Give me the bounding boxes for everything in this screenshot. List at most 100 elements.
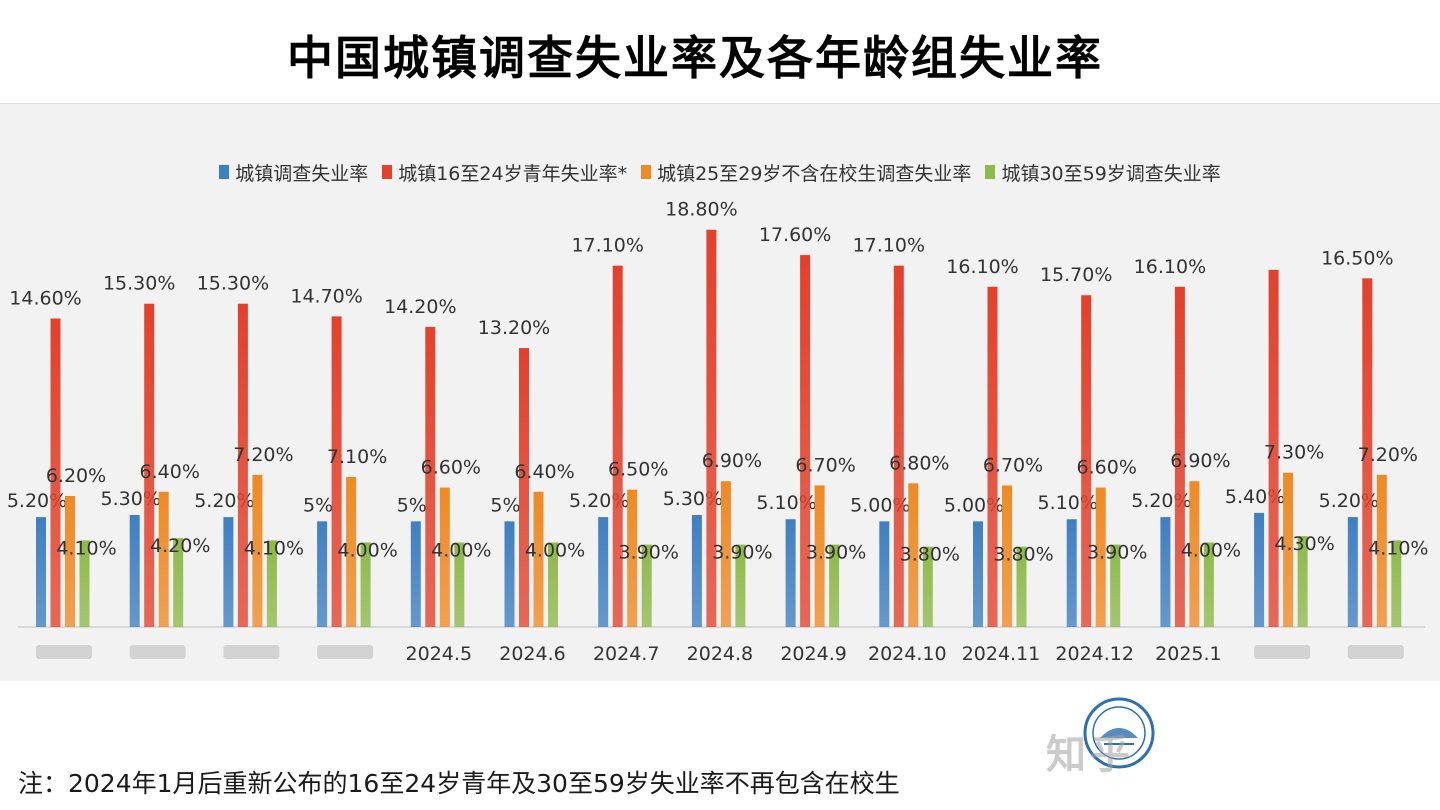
bar-s1-c0 (50, 318, 61, 627)
bar-s3-c7 (735, 544, 746, 627)
data-label-s0-c3: 5% (303, 494, 333, 516)
legend-swatch-2 (641, 165, 652, 179)
data-label-s2-c2: 7.20% (233, 444, 293, 466)
legend-item-1: 城镇16至24岁青年失业率* (382, 158, 627, 186)
data-label-s1-c11: 15.70% (1040, 264, 1112, 286)
x-tick-label-8: 2024.9 (780, 643, 846, 665)
data-label-s3-c14: 4.10% (1368, 537, 1428, 559)
data-label-s1-c5: 13.20% (478, 317, 550, 339)
data-label-s1-c0: 14.60% (9, 287, 81, 309)
bar-s3-c12 (1203, 542, 1214, 627)
bar-s2-c7 (720, 481, 731, 627)
data-label-s1-c3: 14.70% (290, 285, 362, 307)
x-tick-label-blurred-1 (129, 645, 186, 659)
bar-s1-c6 (612, 265, 623, 627)
bar-s0-c10 (973, 521, 983, 627)
data-label-s3-c10: 3.80% (993, 544, 1053, 566)
bar-s2-c5 (533, 491, 544, 627)
bar-s0-c4 (410, 521, 421, 627)
data-label-s2-c13: 7.30% (1264, 442, 1324, 464)
legend-swatch-3 (985, 165, 996, 179)
data-label-s1-c14: 16.50% (1321, 247, 1393, 269)
data-label-s3-c0: 4.10% (56, 537, 116, 559)
bar-s0-c6 (598, 517, 609, 627)
watermark: 知乎 (1046, 732, 1134, 778)
bar-s3-c9 (922, 546, 933, 627)
bar-s0-c2 (223, 517, 234, 627)
data-label-s2-c11: 6.60% (1077, 457, 1137, 479)
bar-s2-c11 (1095, 487, 1106, 627)
legend-item-0: 城镇调查失业率 (219, 158, 368, 186)
bar-s1-c9 (893, 265, 904, 627)
legend-label-0: 城镇调查失业率 (235, 162, 369, 185)
bar-s0-c0 (36, 517, 46, 627)
bar-s2-c14 (1376, 474, 1387, 627)
data-label-s2-c0: 6.20% (46, 465, 106, 487)
bar-s0-c9 (879, 521, 890, 627)
bar-s3-c13 (1297, 536, 1308, 627)
data-label-s2-c14: 7.20% (1358, 444, 1418, 466)
data-label-s2-c7: 6.90% (702, 450, 762, 472)
data-label-s1-c4: 14.20% (384, 296, 456, 318)
data-label-s3-c11: 3.90% (1087, 542, 1147, 564)
data-label-s2-c4: 6.60% (421, 457, 481, 479)
data-label-s2-c9: 6.80% (889, 452, 949, 474)
bar-s1-c8 (800, 255, 811, 628)
bar-s1-c13 (1268, 269, 1279, 627)
bar-s2-c3 (346, 476, 357, 627)
x-tick-label-10: 2024.11 (962, 643, 1041, 665)
legend-label-3: 城镇30至59岁调查失业率 (1001, 162, 1221, 185)
data-label-s1-c6: 17.10% (571, 235, 643, 257)
x-tick-label-4: 2024.5 (406, 643, 472, 665)
bar-s3-c1 (173, 538, 184, 627)
data-label-s3-c12: 4.00% (1181, 539, 1241, 561)
data-label-s3-c9: 3.80% (900, 544, 960, 566)
x-tick-label-6: 2024.7 (593, 643, 659, 665)
data-label-s3-c3: 4.00% (337, 539, 397, 561)
bar-s1-c2 (237, 303, 248, 627)
bar-s3-c3 (360, 542, 371, 627)
data-label-s2-c1: 6.40% (140, 461, 200, 483)
data-label-s2-c5: 6.40% (514, 461, 574, 483)
bar-s3-c0 (79, 540, 90, 627)
data-label-s2-c3: 7.10% (327, 446, 387, 468)
bar-s0-c5 (504, 521, 515, 627)
data-label-s3-c8: 3.90% (806, 542, 866, 564)
x-tick-label-blurred-13 (1254, 645, 1311, 659)
data-label-s1-c9: 17.10% (853, 235, 925, 257)
x-tick-label-7: 2024.8 (687, 643, 753, 665)
bar-s2-c8 (814, 485, 825, 627)
bar-s0-c14 (1347, 517, 1358, 627)
data-label-s1-c8: 17.60% (759, 224, 831, 246)
bar-s3-c11 (1110, 544, 1121, 627)
x-tick-label-11: 2024.12 (1055, 643, 1134, 665)
bar-s2-c9 (908, 483, 919, 627)
bar-s0-c1 (129, 515, 140, 627)
bar-s1-c1 (144, 303, 155, 627)
data-label-s2-c12: 6.90% (1170, 450, 1230, 472)
bar-s3-c5 (548, 542, 558, 627)
data-label-s3-c2: 4.10% (244, 537, 304, 559)
bar-s0-c13 (1254, 512, 1265, 627)
bar-s1-c7 (706, 229, 717, 627)
bar-s2-c12 (1189, 481, 1200, 627)
data-label-s3-c7: 3.90% (712, 542, 772, 564)
x-tick-label-9: 2024.10 (868, 643, 947, 665)
legend-item-3: 城镇30至59岁调查失业率 (985, 158, 1221, 186)
x-tick-label-blurred-0 (36, 645, 92, 659)
x-tick-label-blurred-2 (223, 645, 280, 659)
bar-s1-c5 (519, 348, 529, 627)
data-label-s1-c2: 15.30% (197, 273, 269, 295)
bar-s0-c8 (785, 519, 796, 627)
data-label-s0-c4: 5% (397, 494, 427, 516)
bar-s2-c4 (439, 487, 450, 627)
legend-label-1: 城镇16至24岁青年失业率* (398, 162, 628, 185)
bar-s3-c4 (454, 542, 465, 627)
x-tick-label-blurred-14 (1347, 645, 1404, 659)
data-label-s2-c10: 6.70% (983, 454, 1043, 476)
data-label-s0-c5: 5% (490, 494, 520, 516)
footnote: 注：2024年1月后重新公布的16至24岁青年及30至59岁失业率不再包含在校生 (18, 769, 900, 798)
x-tick-label-5: 2024.6 (499, 643, 565, 665)
data-label-s3-c1: 4.20% (150, 535, 210, 557)
bar-s0-c7 (691, 515, 702, 627)
